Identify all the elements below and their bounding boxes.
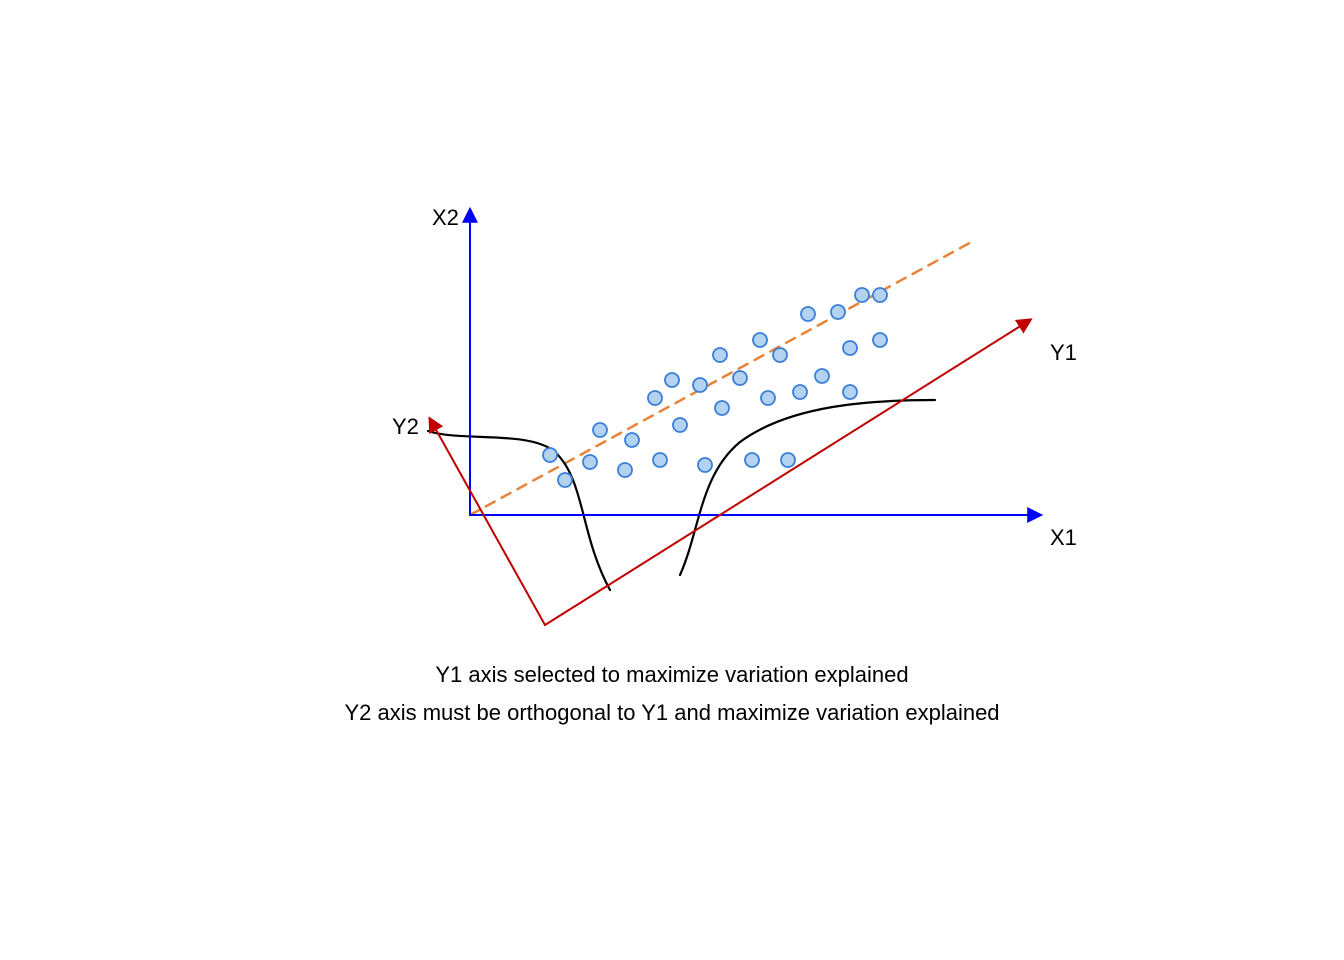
- principal-direction-dashed: [470, 240, 975, 515]
- data-point: [625, 433, 639, 447]
- caption-line-1: Y1 axis selected to maximize variation e…: [435, 662, 908, 687]
- data-point: [773, 348, 787, 362]
- data-point: [761, 391, 775, 405]
- data-point: [673, 418, 687, 432]
- label-y1: Y1: [1050, 340, 1077, 365]
- data-point: [583, 455, 597, 469]
- data-point: [648, 391, 662, 405]
- data-point: [855, 288, 869, 302]
- data-point: [801, 307, 815, 321]
- scatter-points: [543, 288, 887, 487]
- pca-diagram: X1 X2 Y1 Y2 Y1 axis selected to maximize…: [0, 0, 1344, 960]
- data-point: [793, 385, 807, 399]
- data-point: [745, 453, 759, 467]
- data-point: [693, 378, 707, 392]
- data-point: [753, 333, 767, 347]
- label-x1: X1: [1050, 525, 1077, 550]
- data-point: [873, 333, 887, 347]
- data-point: [843, 341, 857, 355]
- data-point: [698, 458, 712, 472]
- data-point: [558, 473, 572, 487]
- data-point: [713, 348, 727, 362]
- data-point: [831, 305, 845, 319]
- label-x2: X2: [432, 205, 459, 230]
- data-point: [715, 401, 729, 415]
- data-point: [665, 373, 679, 387]
- label-y2: Y2: [392, 414, 419, 439]
- data-point: [618, 463, 632, 477]
- data-point: [781, 453, 795, 467]
- data-point: [593, 423, 607, 437]
- axis-y2: [430, 419, 545, 625]
- data-point: [733, 371, 747, 385]
- data-point: [843, 385, 857, 399]
- data-point: [653, 453, 667, 467]
- data-point: [815, 369, 829, 383]
- data-point: [543, 448, 557, 462]
- caption-line-2: Y2 axis must be orthogonal to Y1 and max…: [344, 700, 999, 725]
- data-point: [873, 288, 887, 302]
